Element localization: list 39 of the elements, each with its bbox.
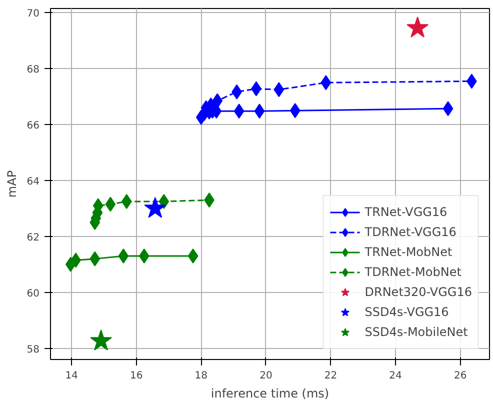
legend-label: TDRNet-MobNet <box>364 265 462 279</box>
x-tick-label: 14 <box>65 370 78 382</box>
y-tick-label: 58 <box>26 344 40 356</box>
point <box>188 248 198 264</box>
y-tick-label: 68 <box>26 64 40 76</box>
point <box>90 330 112 350</box>
x-axis-title: inference time (ms) <box>210 386 330 400</box>
point <box>254 104 265 119</box>
y-tick-label: 60 <box>26 288 40 300</box>
point <box>234 104 244 119</box>
point <box>105 196 116 212</box>
x-tick-label: 24 <box>389 370 402 382</box>
point <box>138 248 150 264</box>
point <box>274 82 284 98</box>
x-tick-label: 16 <box>130 370 143 382</box>
point <box>90 251 100 266</box>
legend-label: TRNet-MobNet <box>364 245 452 259</box>
x-tick-label: 26 <box>454 370 467 382</box>
legend-label: TDRNet-VGG16 <box>364 225 456 239</box>
point <box>212 93 223 108</box>
y-axis-title: mAP <box>4 170 19 198</box>
y-tick-label: 62 <box>26 232 40 244</box>
y-tick-label: 70 <box>26 8 40 20</box>
legend-label: TRNet-VGG16 <box>364 205 448 219</box>
x-tick-label: 18 <box>194 370 208 382</box>
x-tick-label: 20 <box>260 370 272 382</box>
point <box>406 16 429 38</box>
legend-label: DRNet320-VGG16 <box>364 285 472 299</box>
point <box>290 103 300 118</box>
point <box>121 194 132 209</box>
legend-label: SSD4s-VGG16 <box>364 305 449 319</box>
point <box>442 101 454 116</box>
y-tick-label: 64 <box>26 176 40 188</box>
legend-label: SSD4s-MobileNet <box>364 325 468 339</box>
x-tick-label: 22 <box>324 370 338 382</box>
point <box>320 75 332 90</box>
point <box>118 248 129 264</box>
y-tick-label: 66 <box>26 120 40 132</box>
point <box>144 196 166 218</box>
